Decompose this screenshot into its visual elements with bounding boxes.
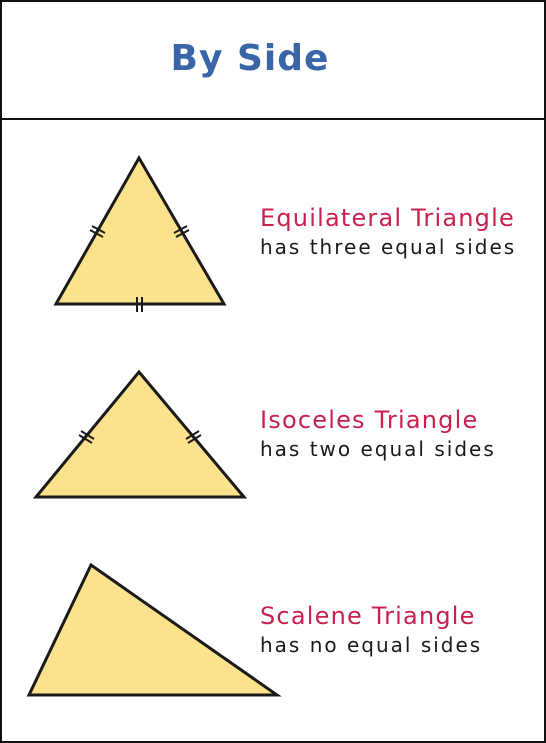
isoceles-triangle-figure bbox=[32, 369, 248, 499]
scalene-description: has no equal sides bbox=[260, 633, 483, 657]
isoceles-description: has two equal sides bbox=[260, 437, 496, 461]
isoceles-name: Isoceles Triangle bbox=[260, 406, 479, 434]
scalene-triangle bbox=[26, 562, 282, 697]
header: By Side bbox=[2, 2, 544, 120]
equilateral-name: Equilateral Triangle bbox=[260, 204, 515, 232]
page-title: By Side bbox=[170, 38, 330, 79]
equilateral-label: Equilateral Triangle has three equal sid… bbox=[260, 203, 516, 261]
isoceles-label: Isoceles Triangle has two equal sides bbox=[260, 405, 496, 463]
equilateral-triangle-figure bbox=[53, 154, 227, 312]
scalene-name: Scalene Triangle bbox=[260, 602, 476, 630]
isoceles-triangle bbox=[32, 369, 248, 499]
equal-side-tick-marks bbox=[78, 430, 202, 444]
equilateral-triangle bbox=[53, 154, 227, 306]
scalene-label: Scalene Triangle has no equal sides bbox=[260, 601, 482, 659]
scalene-triangle-figure bbox=[26, 562, 282, 697]
equilateral-description: has three equal sides bbox=[260, 235, 517, 259]
equal-side-tick-marks bbox=[89, 225, 190, 312]
